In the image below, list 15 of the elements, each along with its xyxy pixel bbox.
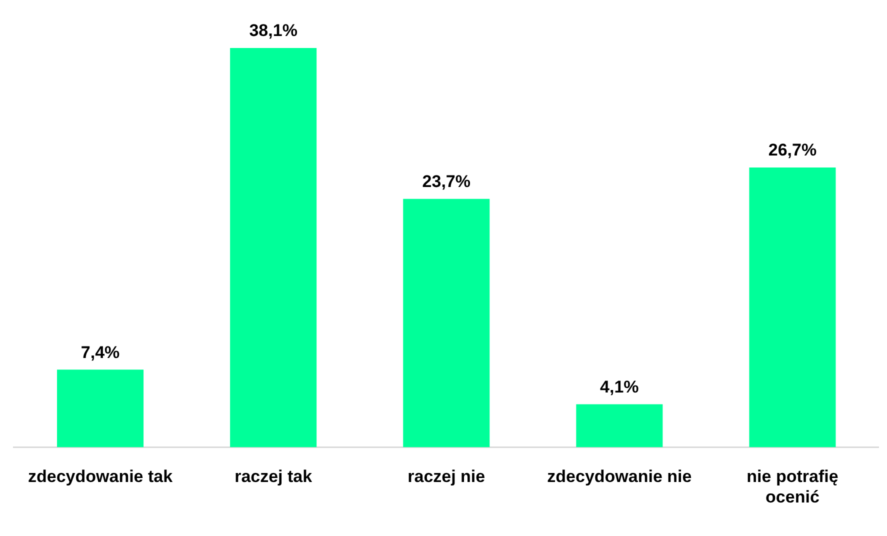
data-label: 38,1% — [249, 21, 298, 40]
bar — [57, 370, 144, 448]
data-label: 23,7% — [422, 172, 470, 192]
x-tick-label: raczej nie — [408, 467, 486, 486]
bar — [749, 167, 836, 448]
data-label: 4,1% — [600, 377, 639, 396]
x-tick-label: zdecydowanie nie — [547, 467, 692, 486]
data-label: 26,7% — [768, 140, 817, 160]
data-label: 7,4% — [80, 342, 120, 362]
bar — [403, 198, 490, 448]
x-tick-label: raczej tak — [234, 467, 313, 486]
bar — [230, 48, 317, 448]
x-tick-label: nie potrafię ocenić — [746, 467, 838, 506]
x-tick-label: zdecydowanie tak — [28, 467, 174, 486]
bar — [576, 404, 663, 448]
